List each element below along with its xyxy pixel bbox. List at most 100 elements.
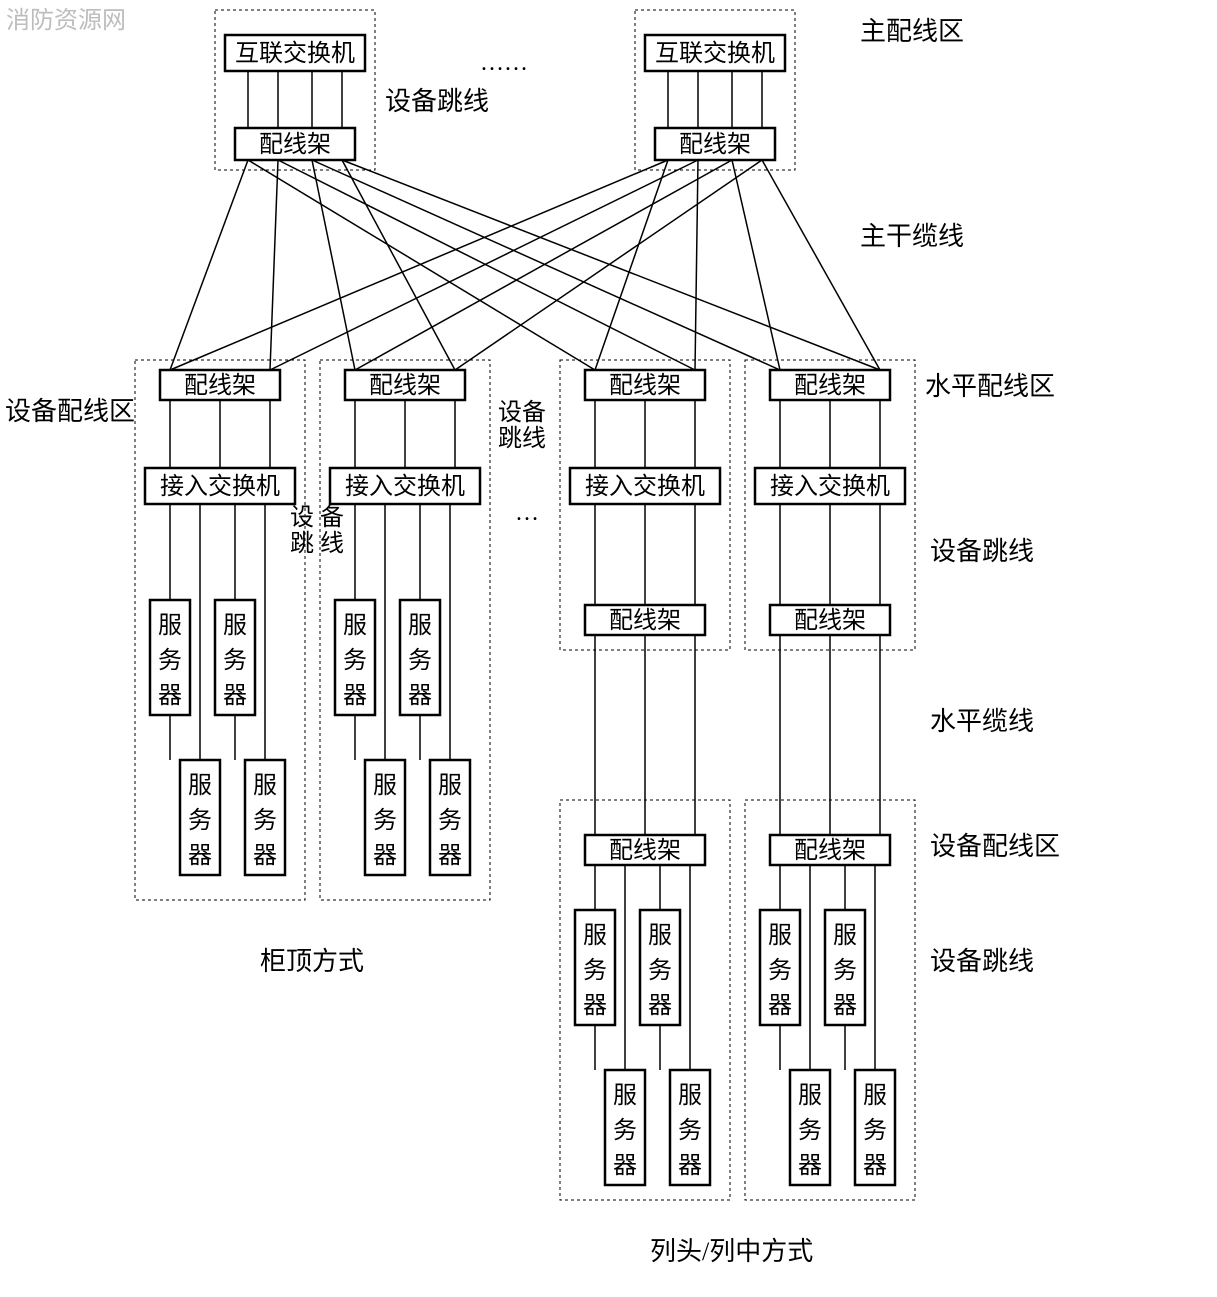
region-label-7: 设备配线区 (930, 832, 1060, 861)
svg-text:务: 务 (798, 1117, 822, 1144)
eda-b-server-l0: 服务器 (365, 760, 405, 875)
svg-text:服: 服 (863, 1083, 887, 1109)
svg-text:设备: 设备 (498, 399, 546, 426)
region-label-8: 设备跳线 (930, 947, 1034, 976)
svg-text:务: 务 (438, 807, 462, 834)
eda-b-patch: 配线架 (345, 370, 465, 400)
mda-right-switch-label: 互联交换机 (655, 40, 775, 67)
region-label-0: 主配线区 (860, 17, 964, 46)
hda-c-patch: 配线架 (585, 370, 705, 400)
svg-text:务: 务 (833, 957, 857, 984)
eda-c-patch: 配线架 (585, 835, 705, 865)
svg-text:器: 器 (373, 843, 397, 869)
svg-text:服: 服 (678, 1083, 702, 1109)
svg-text:务: 务 (253, 807, 277, 834)
eda-a-patch-label: 配线架 (184, 372, 256, 399)
svg-text:务: 务 (613, 1117, 637, 1144)
hda-d-patch2: 配线架 (770, 605, 890, 635)
svg-text:器: 器 (223, 683, 247, 709)
svg-text:务: 务 (223, 647, 247, 674)
mda-left-patch: 配线架 (235, 128, 355, 160)
eda-d-server-l0: 服务器 (790, 1070, 830, 1185)
eda-a-switch: 接入交换机 (145, 468, 295, 504)
hda-d-patch-label: 配线架 (794, 372, 866, 399)
eda-d-patch: 配线架 (770, 835, 890, 865)
svg-text:服: 服 (158, 613, 182, 639)
hda-d-switch: 接入交换机 (755, 468, 905, 504)
svg-text:跳线: 跳线 (498, 425, 546, 452)
svg-text:务: 务 (583, 957, 607, 984)
svg-text:器: 器 (158, 683, 182, 709)
mda-left-switch: 互联交换机 (225, 35, 365, 71)
eda-a: 配线架接入交换机服务器服务器服务器服务器 (135, 360, 305, 900)
svg-text:器: 器 (408, 683, 432, 709)
eda-c-server-u0: 服务器 (575, 910, 615, 1025)
svg-text:器: 器 (798, 1153, 822, 1179)
eda-d-server-u1: 服务器 (825, 910, 865, 1025)
caption-1: 列头/列中方式 (650, 1237, 813, 1266)
eda-b-switch: 接入交换机 (330, 468, 480, 504)
hda-c-patch-label: 配线架 (609, 372, 681, 399)
svg-text:器: 器 (188, 843, 212, 869)
eda-b-server-l1: 服务器 (430, 760, 470, 875)
svg-text:务: 务 (863, 1117, 887, 1144)
region-label-1: 设备跳线 (385, 87, 489, 116)
hda-c-patch2: 配线架 (585, 605, 705, 635)
hda-c: 配线架接入交换机配线架 (560, 360, 730, 650)
svg-text:器: 器 (253, 843, 277, 869)
eda-a-server-u1: 服务器 (215, 600, 255, 715)
svg-text:器: 器 (833, 993, 857, 1019)
svg-text:器: 器 (678, 1153, 702, 1179)
svg-text:器: 器 (648, 993, 672, 1019)
svg-text:服: 服 (648, 923, 672, 949)
mda-left-patch-label: 配线架 (259, 131, 331, 158)
svg-text:务: 务 (158, 647, 182, 674)
eda-a-server-l0: 服务器 (180, 760, 220, 875)
region-label-3: 水平配线区 (925, 372, 1055, 401)
svg-text:务: 务 (408, 647, 432, 674)
svg-text:务: 务 (768, 957, 792, 984)
svg-text:备: 备 (320, 504, 344, 531)
mda-right: 互联交换机配线架 (635, 10, 795, 170)
svg-text:服: 服 (343, 613, 367, 639)
svg-text:务: 务 (678, 1117, 702, 1144)
watermark: 消防资源网 (6, 7, 126, 34)
hda-c-switch-label: 接入交换机 (585, 473, 705, 500)
eda-c-server-l0: 服务器 (605, 1070, 645, 1185)
eda-c-server-u1: 服务器 (640, 910, 680, 1025)
eda-a-switch-label: 接入交换机 (160, 473, 280, 500)
svg-text:服: 服 (833, 923, 857, 949)
eda-d-patch-label: 配线架 (794, 837, 866, 864)
eda-d-server-l1: 服务器 (855, 1070, 895, 1185)
svg-text:服: 服 (583, 923, 607, 949)
svg-text:务: 务 (188, 807, 212, 834)
mda-left: 互联交换机配线架 (215, 10, 375, 170)
vlabel-1: 设跳 (290, 504, 314, 557)
svg-text:线: 线 (320, 530, 344, 557)
svg-text:服: 服 (613, 1083, 637, 1109)
svg-text:服: 服 (223, 613, 247, 639)
svg-text:器: 器 (583, 993, 607, 1019)
hda-d: 配线架接入交换机配线架 (745, 360, 915, 650)
hda-d-patch: 配线架 (770, 370, 890, 400)
mda-left-switch-label: 互联交换机 (235, 40, 355, 67)
ellipsis-top: …… (480, 50, 528, 76)
eda-a-patch: 配线架 (160, 370, 280, 400)
svg-text:器: 器 (863, 1153, 887, 1179)
region-label-2: 主干缆线 (860, 222, 964, 251)
ellipsis-mid: … (515, 500, 539, 526)
svg-text:服: 服 (768, 923, 792, 949)
svg-text:服: 服 (253, 773, 277, 799)
mda-right-patch-label: 配线架 (679, 131, 751, 158)
svg-text:器: 器 (438, 843, 462, 869)
eda-d-server-u0: 服务器 (760, 910, 800, 1025)
svg-text:设: 设 (290, 504, 314, 531)
eda-d: 配线架服务器服务器服务器服务器 (745, 800, 915, 1200)
region-label-4: 设备配线区 (5, 397, 135, 426)
vlabel-2: 备线 (320, 504, 344, 557)
eda-b-patch-label: 配线架 (369, 372, 441, 399)
hda-c-patch2-label: 配线架 (609, 607, 681, 634)
vlabel-0: 设备跳线 (498, 399, 546, 452)
svg-text:服: 服 (188, 773, 212, 799)
mda-right-switch: 互联交换机 (645, 35, 785, 71)
